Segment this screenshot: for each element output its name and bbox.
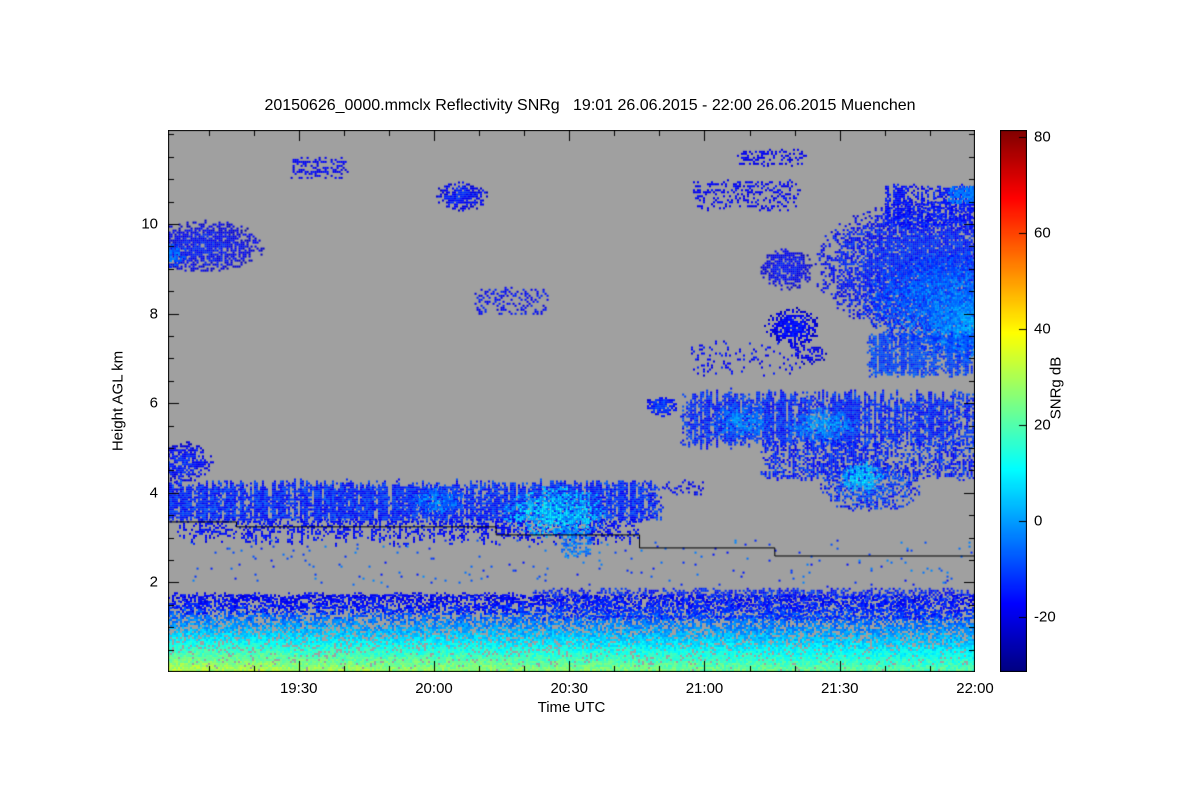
y-tick-label: 4 xyxy=(149,484,158,502)
colorbar-tick-label: 40 xyxy=(1034,320,1051,338)
heatmap-plot-area xyxy=(168,130,975,672)
x-tick-label: 21:30 xyxy=(820,680,859,697)
y-tick-label: 6 xyxy=(149,394,158,412)
colorbar xyxy=(1000,130,1027,672)
x-axis-title: Time UTC xyxy=(537,699,606,716)
colorbar-tick-label: 60 xyxy=(1034,224,1051,242)
colorbar-tick-label: 0 xyxy=(1034,512,1043,530)
y-tick-label: 10 xyxy=(141,215,158,233)
y-axis-title: Height AGL km xyxy=(109,350,127,452)
y-tick-label: 2 xyxy=(149,573,158,591)
y-tick-label: 8 xyxy=(149,305,158,323)
chart-title: 20150626_0000.mmclx Reflectivity SNRg 19… xyxy=(264,97,916,114)
colorbar-tick-label: -20 xyxy=(1034,608,1056,626)
x-tick-label: 22:00 xyxy=(956,680,994,697)
colorbar-title: SNRg dB xyxy=(1047,356,1065,420)
colorbar-tick-label: 80 xyxy=(1034,128,1051,146)
x-tick-label: 21:00 xyxy=(685,680,724,697)
x-tick-label: 20:00 xyxy=(415,680,453,697)
x-tick-label: 19:30 xyxy=(279,680,318,697)
x-tick-label: 20:30 xyxy=(550,680,589,697)
